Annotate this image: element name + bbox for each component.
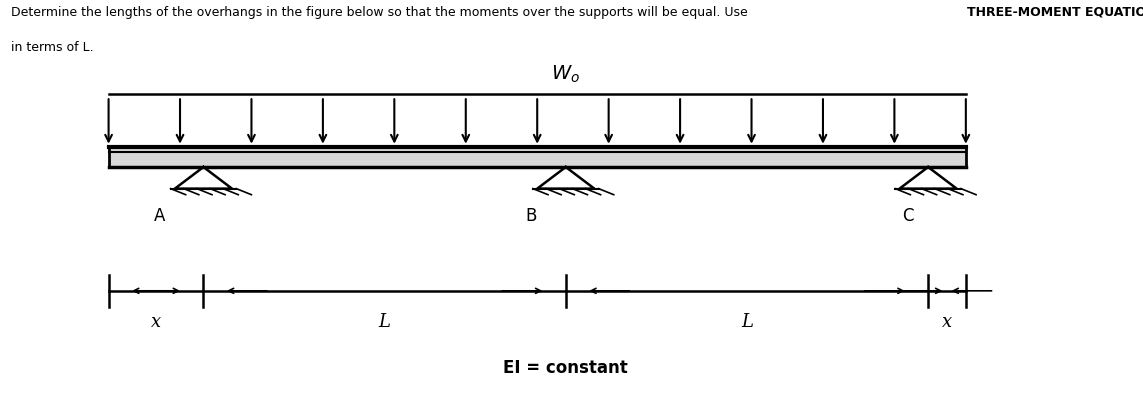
Text: L: L (378, 313, 391, 331)
Polygon shape (109, 147, 966, 167)
Text: A: A (154, 207, 166, 225)
Text: B: B (526, 207, 537, 225)
Text: Determine the lengths of the overhangs in the figure below so that the moments o: Determine the lengths of the overhangs i… (11, 6, 752, 19)
Text: C: C (902, 207, 913, 225)
Text: in terms of L.: in terms of L. (11, 41, 94, 54)
Text: x: x (151, 313, 161, 331)
Text: EI = constant: EI = constant (503, 359, 629, 377)
Text: $W_o$: $W_o$ (551, 64, 581, 85)
Text: x: x (942, 313, 952, 331)
Text: THREE-MOMENT EQUATION METHOD.: THREE-MOMENT EQUATION METHOD. (967, 6, 1143, 19)
Text: L: L (741, 313, 753, 331)
